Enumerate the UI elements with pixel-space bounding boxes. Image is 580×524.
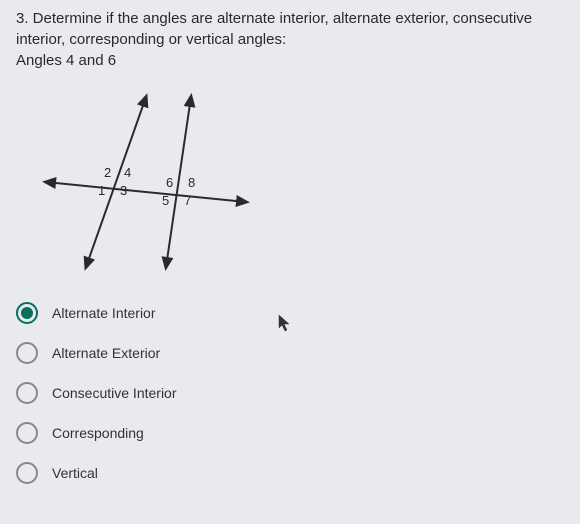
angle-label-7: 7 xyxy=(184,193,191,208)
option-alternate-exterior[interactable]: Alternate Exterior xyxy=(16,342,564,364)
angle-label-2: 2 xyxy=(104,165,111,180)
option-label: Alternate Exterior xyxy=(52,345,160,361)
cursor-icon xyxy=(278,314,292,337)
option-vertical[interactable]: Vertical xyxy=(16,462,564,484)
radio-vertical[interactable] xyxy=(16,462,38,484)
option-label: Corresponding xyxy=(52,425,144,441)
angle-label-4: 4 xyxy=(124,165,131,180)
radio-alternate-exterior[interactable] xyxy=(16,342,38,364)
transversal-line xyxy=(46,182,246,202)
question-sub: Angles 4 and 6 xyxy=(16,50,564,71)
question-line1: 3. Determine if the angles are alternate… xyxy=(16,8,564,29)
question-line2: interior, corresponding or vertical angl… xyxy=(16,29,564,50)
question-text: 3. Determine if the angles are alternate… xyxy=(16,8,564,71)
radio-consecutive-interior[interactable] xyxy=(16,382,38,404)
angle-label-8: 8 xyxy=(188,175,195,190)
parallel-line-1 xyxy=(86,97,146,267)
angle-label-1: 1 xyxy=(98,183,105,198)
angle-label-6: 6 xyxy=(166,175,173,190)
angle-label-3: 3 xyxy=(120,183,127,198)
angle-diagram: 2 4 1 3 6 8 5 7 xyxy=(36,87,564,282)
option-label: Alternate Interior xyxy=(52,305,156,321)
radio-corresponding[interactable] xyxy=(16,422,38,444)
option-label: Consecutive Interior xyxy=(52,385,177,401)
option-label: Vertical xyxy=(52,465,98,481)
option-corresponding[interactable]: Corresponding xyxy=(16,422,564,444)
diagram-svg: 2 4 1 3 6 8 5 7 xyxy=(36,87,256,277)
angle-label-5: 5 xyxy=(162,193,169,208)
option-consecutive-interior[interactable]: Consecutive Interior xyxy=(16,382,564,404)
radio-alternate-interior[interactable] xyxy=(16,302,38,324)
